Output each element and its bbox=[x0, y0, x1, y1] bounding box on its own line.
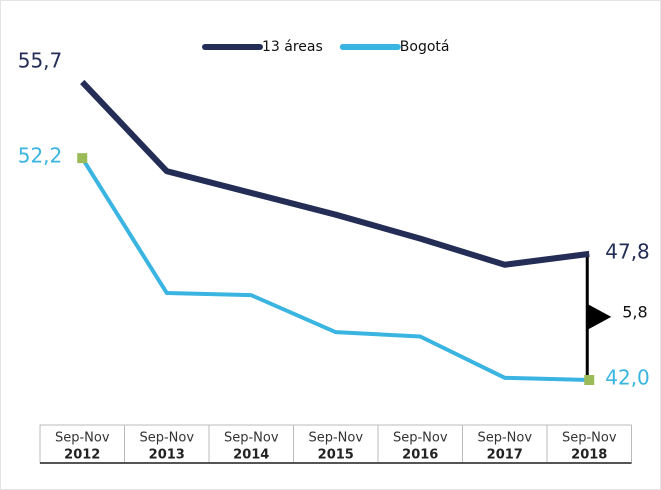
x-tick-label: Sep-Nov bbox=[393, 431, 448, 446]
legend-label: Bogotá bbox=[400, 39, 450, 55]
x-tick-label: 2014 bbox=[233, 448, 269, 463]
point-marker bbox=[77, 153, 88, 164]
x-tick-label: Sep-Nov bbox=[308, 431, 363, 446]
series-line bbox=[80, 157, 590, 382]
x-tick-label: 2013 bbox=[149, 448, 185, 463]
x-tick-label: 2015 bbox=[318, 448, 354, 463]
data-label: 47,8 bbox=[605, 239, 650, 263]
x-tick-label: Sep-Nov bbox=[224, 431, 279, 446]
x-tick-label: Sep-Nov bbox=[477, 431, 532, 446]
data-label: 42,0 bbox=[605, 366, 650, 390]
x-tick-label: 2017 bbox=[487, 448, 523, 463]
x-tick-label: 2018 bbox=[571, 448, 607, 463]
series-line bbox=[80, 79, 590, 268]
point-marker bbox=[584, 375, 595, 385]
x-tick-label: Sep-Nov bbox=[562, 431, 617, 446]
x-tick-label: 2016 bbox=[402, 448, 438, 463]
x-tick-label: Sep-Nov bbox=[55, 431, 110, 446]
data-label: 55,7 bbox=[18, 49, 63, 73]
annotation-label: 5,8 bbox=[622, 302, 647, 321]
gap-arrow bbox=[587, 303, 612, 330]
x-tick-label: 2012 bbox=[64, 448, 100, 463]
data-label: 52,2 bbox=[18, 144, 63, 168]
x-tick-label: Sep-Nov bbox=[139, 431, 194, 446]
legend-label: 13 áreas bbox=[262, 39, 323, 55]
